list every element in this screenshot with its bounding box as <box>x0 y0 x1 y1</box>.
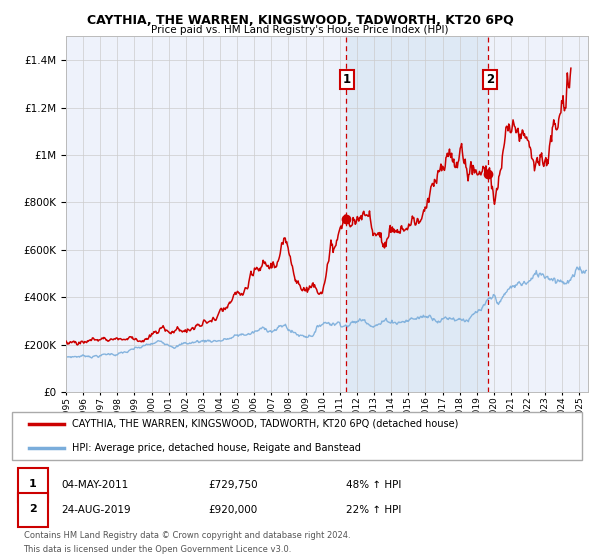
FancyBboxPatch shape <box>17 493 48 528</box>
FancyBboxPatch shape <box>12 412 582 460</box>
Text: 04-MAY-2011: 04-MAY-2011 <box>61 480 128 490</box>
Text: Contains HM Land Registry data © Crown copyright and database right 2024.: Contains HM Land Registry data © Crown c… <box>23 531 350 540</box>
Text: 48% ↑ HPI: 48% ↑ HPI <box>346 480 401 490</box>
Text: CAYTHIA, THE WARREN, KINGSWOOD, TADWORTH, KT20 6PQ: CAYTHIA, THE WARREN, KINGSWOOD, TADWORTH… <box>86 14 514 27</box>
Text: 22% ↑ HPI: 22% ↑ HPI <box>346 505 401 515</box>
Text: Price paid vs. HM Land Registry's House Price Index (HPI): Price paid vs. HM Land Registry's House … <box>151 25 449 35</box>
Bar <box>346 36 488 392</box>
Text: 1: 1 <box>29 479 37 489</box>
Text: This data is licensed under the Open Government Licence v3.0.: This data is licensed under the Open Gov… <box>23 545 292 554</box>
Text: £920,000: £920,000 <box>208 505 257 515</box>
Text: HPI: Average price, detached house, Reigate and Banstead: HPI: Average price, detached house, Reig… <box>73 442 361 452</box>
Text: CAYTHIA, THE WARREN, KINGSWOOD, TADWORTH, KT20 6PQ (detached house): CAYTHIA, THE WARREN, KINGSWOOD, TADWORTH… <box>73 419 459 429</box>
Text: 2: 2 <box>487 73 494 86</box>
Text: £729,750: £729,750 <box>208 480 257 490</box>
FancyBboxPatch shape <box>17 468 48 502</box>
Text: 2: 2 <box>29 504 37 514</box>
Text: 1: 1 <box>343 73 351 86</box>
Text: 24-AUG-2019: 24-AUG-2019 <box>61 505 131 515</box>
